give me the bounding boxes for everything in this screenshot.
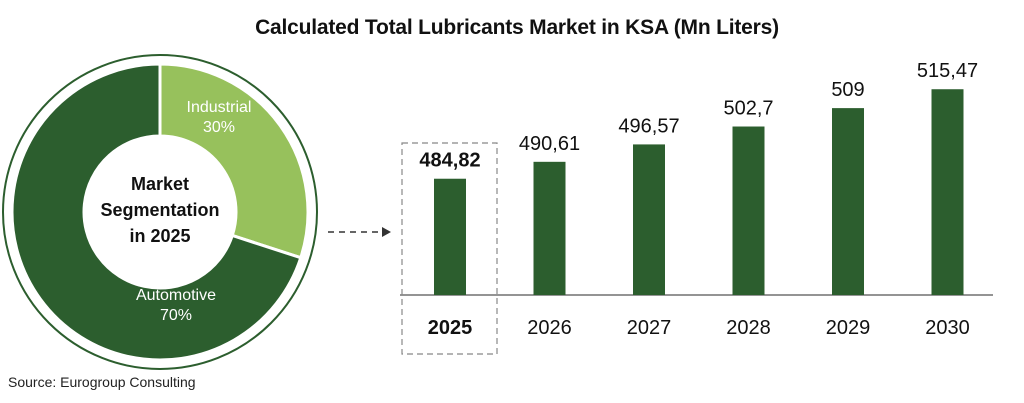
x-tick-label-2026: 2026 [527,317,572,339]
bar-2026 [533,161,566,295]
bar-2029 [832,108,864,296]
x-tick-label-2029: 2029 [826,317,871,339]
source-note: Source: Eurogroup Consulting [8,374,196,390]
donut-slice-industrial [158,62,310,260]
donut-center-label: Segmentation [100,200,219,220]
donut-value-automotive: 70% [160,307,192,324]
bar-value-label-2025: 484,82 [419,150,480,172]
bar-value-label-2026: 490,61 [519,133,580,155]
highlight-box [401,142,498,355]
bar-value-label-2030: 515,47 [917,60,978,82]
bar-2028 [732,126,765,296]
bar-value-label-2027: 496,57 [618,115,679,137]
bar-chart: 484,82 2025 490,61 2026 496,57 2027 502,7 2028 5… [400,60,993,355]
x-tick-label-2027: 2027 [627,317,672,339]
donut-outer-ring [2,54,318,370]
connector-arrow-head [382,227,391,237]
donut-slice-automotive [10,62,303,362]
donut-to-bar-connector [328,227,391,237]
bar-2030 [931,89,964,295]
bar-value-label-2028: 502,7 [723,98,773,120]
bar-value-label-2029: 509 [831,79,864,101]
x-tick-label-2025: 2025 [428,317,473,339]
donut-center-label: Market [131,174,189,194]
x-tick-label-2028: 2028 [726,317,771,339]
donut-label-industrial: Industrial [187,99,252,116]
donut-value-industrial: 30% [203,119,235,136]
donut-center-label: in 2025 [129,226,190,246]
donut-chart: Industrial 30% Automotive 70% Market Segmenta… [2,54,318,370]
donut-label-automotive: Automotive [136,287,216,304]
bar-2027 [633,144,665,295]
x-tick-label-2030: 2030 [925,317,970,339]
bar-2025 [434,178,466,295]
chart-title: Calculated Total Lubricants Market in KS… [255,16,779,39]
